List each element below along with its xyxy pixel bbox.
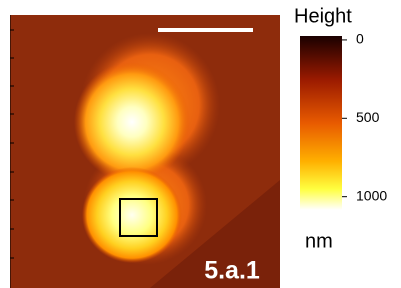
afm-image: 5.a.1 bbox=[10, 15, 280, 288]
colorbar-tick-label: 500 bbox=[356, 109, 380, 125]
colorbar-tick-label: 0 bbox=[356, 31, 364, 47]
colorbar-unit: nm bbox=[305, 230, 333, 252]
colorbar bbox=[300, 36, 342, 210]
figure: 5.a.1 Height nm 0 500 1000 bbox=[0, 0, 401, 288]
panel-label: 5.a.1 bbox=[204, 257, 260, 285]
colorbar-title: Height bbox=[294, 5, 352, 27]
colorbar-tick-label: 1000 bbox=[356, 187, 387, 203]
